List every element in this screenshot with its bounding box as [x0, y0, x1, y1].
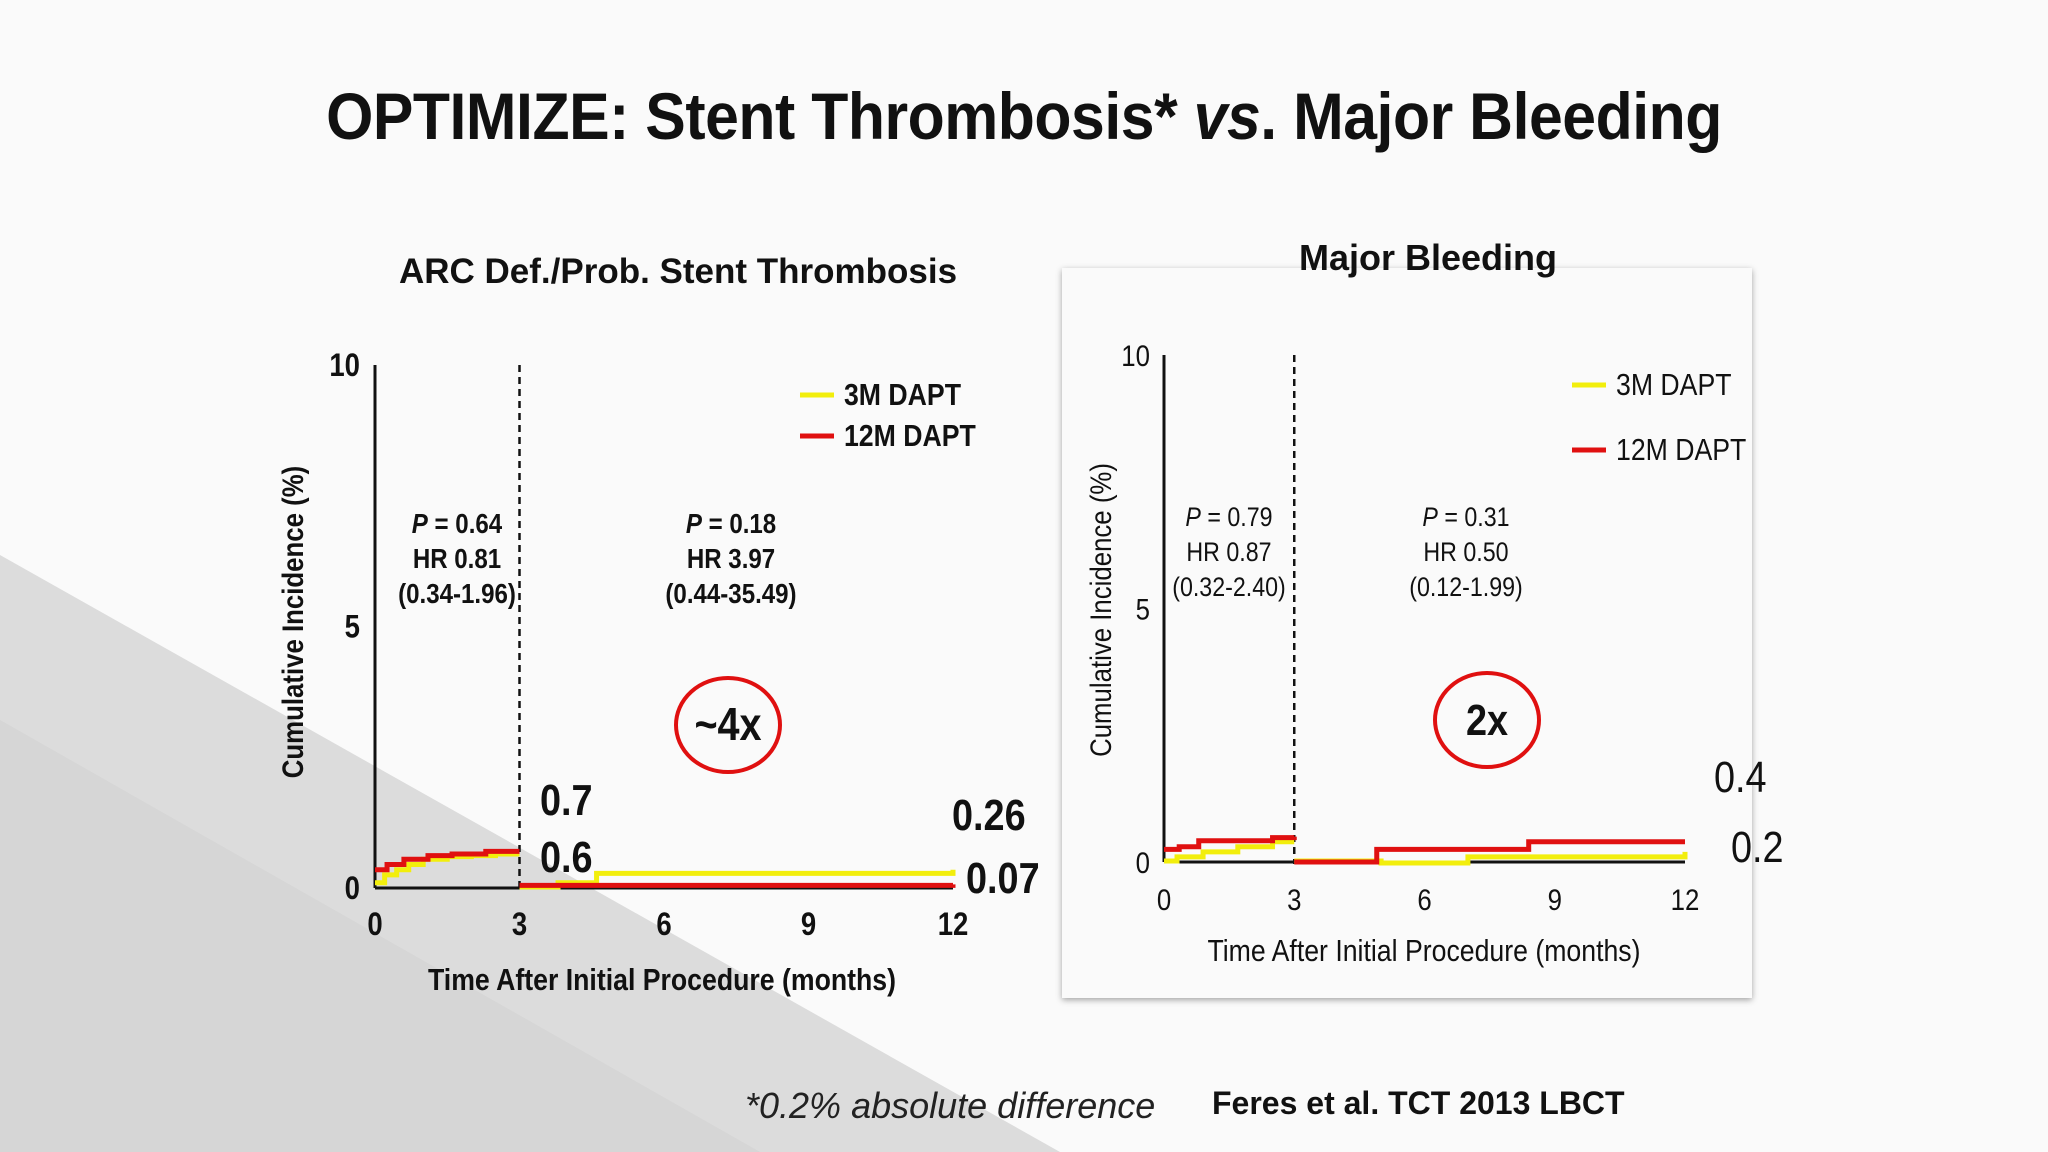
bleed-x-tick-label: 9	[1548, 883, 1562, 916]
bleed-annotation-p-value-1: P = 0.31	[1422, 502, 1509, 532]
st-series-12m-dapt-late	[519, 882, 956, 888]
st-end-label-seg2_3m: 0.26	[952, 790, 1026, 839]
bleed-y-tick-label: 0	[1136, 846, 1150, 879]
bleed-annotation-ci-0: (0.32-2.40)	[1172, 572, 1286, 602]
st-end-label-seg2_12m: 0.07	[966, 853, 1040, 902]
st-annotation-hr-0: HR 0.81	[413, 542, 501, 574]
st-x-tick-label: 6	[656, 907, 671, 942]
bleed-end-label-seg2_3m: 0.2	[1731, 822, 1784, 871]
st-legend-label-3m: 3M DAPT	[844, 378, 961, 412]
st-y-tick-label: 5	[345, 610, 360, 645]
citation: Feres et al. TCT 2013 LBCT	[1212, 1085, 1625, 1121]
footnote: *0.2% absolute difference	[745, 1085, 1156, 1126]
bleed-series-12m-dapt-early	[1164, 835, 1297, 852]
st-end-label-seg1_3m: 0.6	[540, 832, 593, 881]
bleed-x-axis-label: Time After Initial Procedure (months)	[1207, 934, 1640, 968]
st-annotation-ci-1: (0.44-35.49)	[665, 577, 796, 609]
bleed-series-12m-dapt-late	[1294, 839, 1685, 865]
st-annotation-ci-0: (0.34-1.96)	[398, 577, 516, 609]
st-x-tick-label: 12	[938, 907, 969, 942]
bleed-y-axis-label: Cumulative Incidence (%)	[1084, 463, 1117, 757]
bleed-chart-title: Major Bleeding	[1299, 237, 1557, 278]
bleed-end-label-seg2_12m: 0.4	[1714, 752, 1767, 801]
st-end-label-seg1_12m: 0.7	[540, 775, 593, 824]
bleed-y-tick-label: 10	[1121, 339, 1150, 372]
st-y-tick-label: 0	[345, 871, 360, 906]
bleed-annotation-p-value-0: P = 0.79	[1185, 502, 1272, 532]
bleed-annotation-ci-1: (0.12-1.99)	[1409, 572, 1523, 602]
st-ratio-circle	[674, 676, 782, 774]
slide-title: OPTIMIZE: Stent Thrombosis* vs. Major Bl…	[326, 79, 1722, 153]
st-annotation-hr-1: HR 3.97	[687, 542, 775, 574]
bleed-x-tick-label: 6	[1417, 883, 1431, 916]
bleed-series-3m-dapt-early	[1164, 839, 1295, 864]
bleed-annotation-hr-0: HR 0.87	[1186, 537, 1271, 567]
bleed-annotation-hr-1: HR 0.50	[1423, 537, 1508, 567]
major-bleeding-panel	[1062, 268, 1752, 998]
st-x-tick-label: 3	[512, 907, 527, 942]
st-x-tick-label: 9	[801, 907, 816, 942]
bleed-ratio-circle	[1433, 671, 1541, 769]
st-y-axis-label: Cumulative Incidence (%)	[276, 466, 309, 778]
st-ratio-label: ~4x	[694, 699, 761, 750]
bleed-legend-label-12m: 12M DAPT	[1616, 433, 1746, 467]
bleed-ratio-label: 2x	[1466, 695, 1508, 744]
bleed-series-3m-dapt-late	[1294, 851, 1688, 866]
bleed-x-tick-label: 0	[1157, 883, 1171, 916]
bleed-legend-label-3m: 3M DAPT	[1616, 368, 1732, 402]
st-y-tick-label: 10	[329, 348, 360, 383]
st-x-axis-label: Time After Initial Procedure (months)	[428, 963, 896, 997]
st-x-tick-label: 0	[367, 907, 382, 942]
st-legend-label-12m: 12M DAPT	[844, 419, 976, 453]
bleed-y-tick-label: 5	[1136, 593, 1150, 626]
bleed-x-tick-label: 3	[1287, 883, 1301, 916]
st-annotation-p-value-0: P = 0.64	[412, 507, 503, 539]
st-annotation-p-value-1: P = 0.18	[686, 507, 776, 539]
bleed-x-tick-label: 12	[1671, 883, 1700, 916]
st-series-3m-dapt-early	[375, 851, 520, 886]
st-chart-title: ARC Def./Prob. Stent Thrombosis	[399, 252, 957, 291]
st-series-12m-dapt-early	[375, 848, 520, 873]
